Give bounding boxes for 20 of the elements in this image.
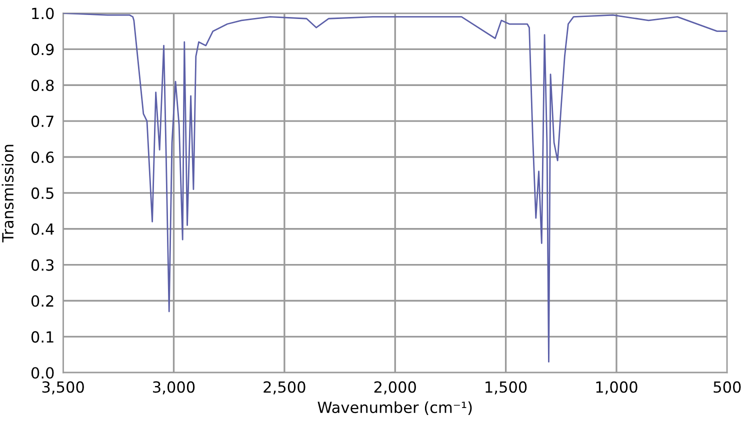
y-tick-label: 0.7 bbox=[31, 116, 54, 128]
y-tick-label: 0.2 bbox=[31, 295, 54, 307]
x-tick-label: 2,000 bbox=[374, 381, 416, 394]
y-tick-label: 0.0 bbox=[31, 367, 54, 379]
y-tick-label: 0.6 bbox=[31, 151, 54, 164]
y-tick-label: 0.8 bbox=[31, 80, 54, 92]
y-axis-title: Transmission bbox=[2, 144, 14, 242]
y-tick-label: 1.0 bbox=[32, 8, 54, 20]
x-tick-label: 1,500 bbox=[486, 381, 527, 394]
x-tick-label: 2,500 bbox=[264, 381, 306, 394]
y-tick-label: 0.5 bbox=[31, 187, 54, 199]
y-tick-label: 0.3 bbox=[31, 259, 54, 271]
y-tick-label: 0.1 bbox=[31, 331, 54, 343]
x-tick-label: 1,000 bbox=[596, 381, 638, 394]
x-tick-label: 3,500 bbox=[42, 381, 84, 394]
x-axis-title: Wavenumber (cm⁻¹) bbox=[318, 401, 472, 415]
x-tick-label: 3,000 bbox=[153, 381, 195, 394]
y-tick-label: 0.9 bbox=[31, 44, 54, 56]
x-tick-label: 500 bbox=[714, 381, 741, 393]
y-tick-label: 0.4 bbox=[31, 223, 54, 235]
